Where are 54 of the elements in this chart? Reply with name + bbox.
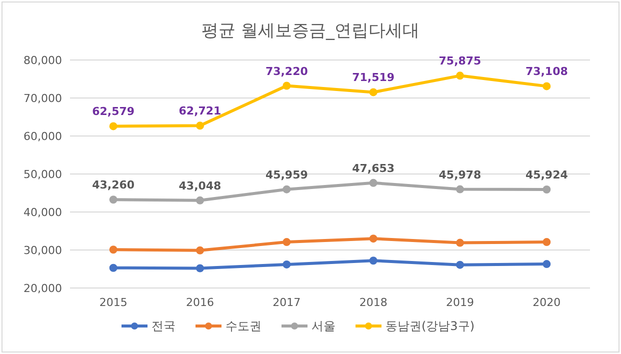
data-label: 71,519 bbox=[352, 71, 395, 84]
point bbox=[456, 185, 464, 194]
point bbox=[196, 264, 204, 272]
point bbox=[369, 256, 378, 265]
point bbox=[109, 264, 118, 272]
point bbox=[282, 238, 291, 246]
y-tick-label: 80,000 bbox=[24, 54, 62, 67]
x-tick-label: 2015 bbox=[99, 296, 128, 309]
data-label: 43,260 bbox=[92, 178, 135, 192]
data-label: 73,220 bbox=[265, 64, 308, 78]
data-label: 62,579 bbox=[92, 105, 135, 118]
y-tick-label: 20,000 bbox=[24, 282, 62, 295]
y-tick-label: 40,000 bbox=[24, 206, 62, 219]
point bbox=[369, 234, 378, 243]
legend-label: 동남권(강남3구) bbox=[386, 319, 474, 333]
point bbox=[542, 185, 551, 194]
data-label: 47,653 bbox=[352, 162, 395, 175]
legend-label: 전국 bbox=[152, 319, 176, 333]
y-tick-label: 60,000 bbox=[24, 130, 62, 143]
y-tick-label: 50,000 bbox=[24, 168, 62, 181]
point bbox=[109, 246, 118, 254]
point bbox=[542, 260, 551, 268]
x-tick-label: 2018 bbox=[359, 296, 388, 309]
chart-title: 평균 월세보증금_연립다세대 bbox=[202, 21, 420, 41]
x-tick-label: 2017 bbox=[272, 296, 301, 309]
point bbox=[109, 196, 118, 204]
point bbox=[282, 82, 291, 90]
point bbox=[456, 260, 464, 269]
data-label: 45,959 bbox=[265, 168, 308, 182]
point bbox=[542, 238, 551, 246]
point bbox=[282, 185, 291, 194]
y-tick-label: 70,000 bbox=[24, 92, 62, 105]
point bbox=[369, 88, 378, 96]
y-tick-label: 30,000 bbox=[24, 244, 62, 257]
data-label: 75,875 bbox=[438, 54, 482, 68]
data-label: 45,924 bbox=[525, 168, 568, 182]
point bbox=[542, 82, 551, 90]
x-tick-label: 2020 bbox=[532, 296, 561, 309]
legend-label: 서울 bbox=[312, 319, 336, 333]
point bbox=[456, 238, 464, 247]
legend-label: 수도권 bbox=[226, 319, 262, 333]
point bbox=[196, 246, 204, 254]
x-tick-label: 2016 bbox=[186, 296, 214, 309]
point bbox=[369, 178, 378, 187]
x-tick-label: 2019 bbox=[446, 296, 474, 309]
data-label: 73,108 bbox=[525, 65, 568, 78]
data-label: 45,978 bbox=[438, 168, 482, 182]
data-label: 43,048 bbox=[178, 179, 222, 192]
data-label: 62,721 bbox=[178, 104, 222, 118]
point bbox=[282, 260, 291, 268]
point bbox=[196, 196, 204, 204]
point bbox=[196, 122, 204, 130]
point bbox=[456, 72, 464, 80]
point bbox=[109, 122, 118, 130]
